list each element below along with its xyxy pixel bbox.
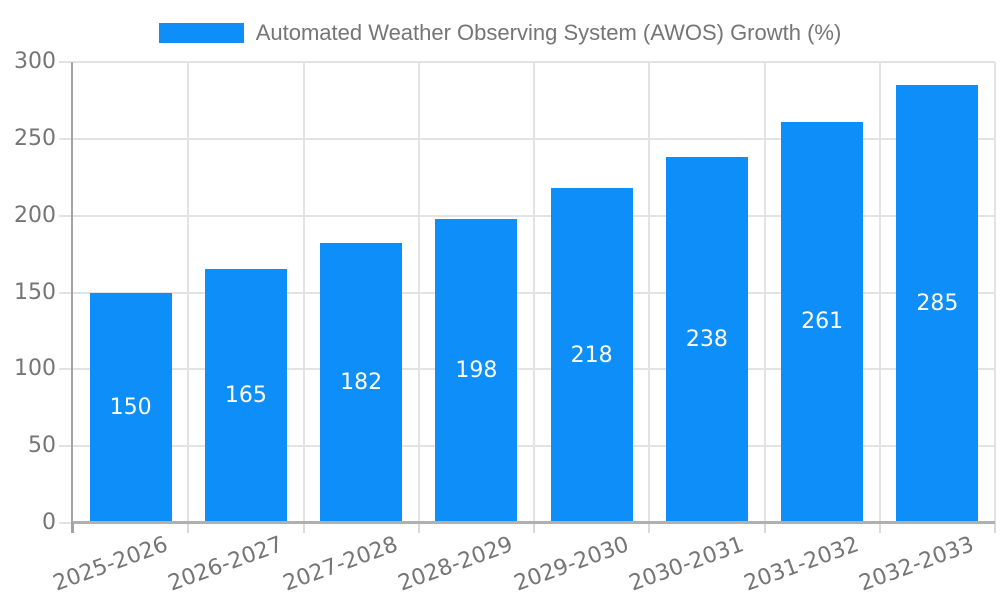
y-axis-label: 100: [14, 356, 56, 382]
gridline-vertical: [994, 62, 996, 523]
y-axis-tick: [59, 137, 71, 140]
bar-value-label: 182: [340, 370, 383, 396]
y-axis-label: 150: [14, 279, 56, 305]
bar: 261: [781, 121, 864, 523]
gridline-vertical: [648, 62, 651, 523]
y-axis-label: 250: [14, 125, 56, 151]
bar: 285: [896, 85, 979, 523]
y-axis-tick: [59, 522, 71, 524]
gridline-vertical: [533, 62, 535, 523]
bar: 182: [320, 243, 403, 523]
legend-item-awos[interactable]: Automated Weather Observing System (AWOS…: [158, 20, 842, 46]
gridline-vertical: [878, 62, 881, 523]
x-axis-tick: [994, 523, 996, 533]
bar-value-label: 198: [455, 357, 498, 383]
x-axis-tick: [302, 523, 305, 533]
bar-value-label: 218: [570, 342, 613, 368]
bar-value-label: 261: [801, 309, 844, 335]
y-axis-label: 50: [28, 433, 56, 459]
x-axis-tick: [533, 523, 535, 533]
gridline-vertical: [763, 62, 766, 523]
x-axis-tick: [417, 523, 420, 533]
y-axis-tick: [59, 61, 71, 63]
bar: 238: [665, 157, 748, 523]
y-axis-label: 200: [14, 202, 56, 228]
y-axis-line: [71, 62, 73, 533]
bar: 165: [204, 269, 287, 523]
plot-area: 0 50 100 150 200 250 300 150 2025-2026 165 2026-20…: [14, 49, 996, 597]
gridline-vertical: [302, 62, 305, 523]
x-axis-tick: [187, 523, 190, 533]
chart-legend: Automated Weather Observing System (AWOS…: [0, 20, 1000, 46]
legend-color-swatch: [158, 23, 244, 43]
bar: 218: [550, 188, 633, 523]
x-axis-tick: [648, 523, 651, 533]
bar: 150: [89, 292, 172, 523]
y-axis-tick: [59, 445, 71, 448]
y-axis-label: 300: [14, 49, 56, 74]
x-axis-tick: [72, 523, 74, 533]
bar-value-label: 238: [685, 327, 728, 353]
bar-value-label: 165: [224, 383, 267, 409]
legend-label: Automated Weather Observing System (AWOS…: [255, 20, 842, 45]
bar-value-label: 150: [109, 394, 152, 420]
y-axis-tick: [59, 214, 71, 217]
y-axis-tick: [59, 368, 71, 371]
x-axis-tick: [763, 523, 766, 533]
x-axis-line: [73, 521, 995, 524]
x-axis-tick: [878, 523, 881, 533]
y-axis-label: 0: [42, 510, 56, 535]
bar: 198: [435, 218, 518, 523]
bar-value-label: 285: [916, 291, 959, 317]
gridline-vertical: [417, 62, 420, 523]
gridline-vertical: [187, 62, 190, 523]
y-axis-tick: [59, 291, 71, 294]
